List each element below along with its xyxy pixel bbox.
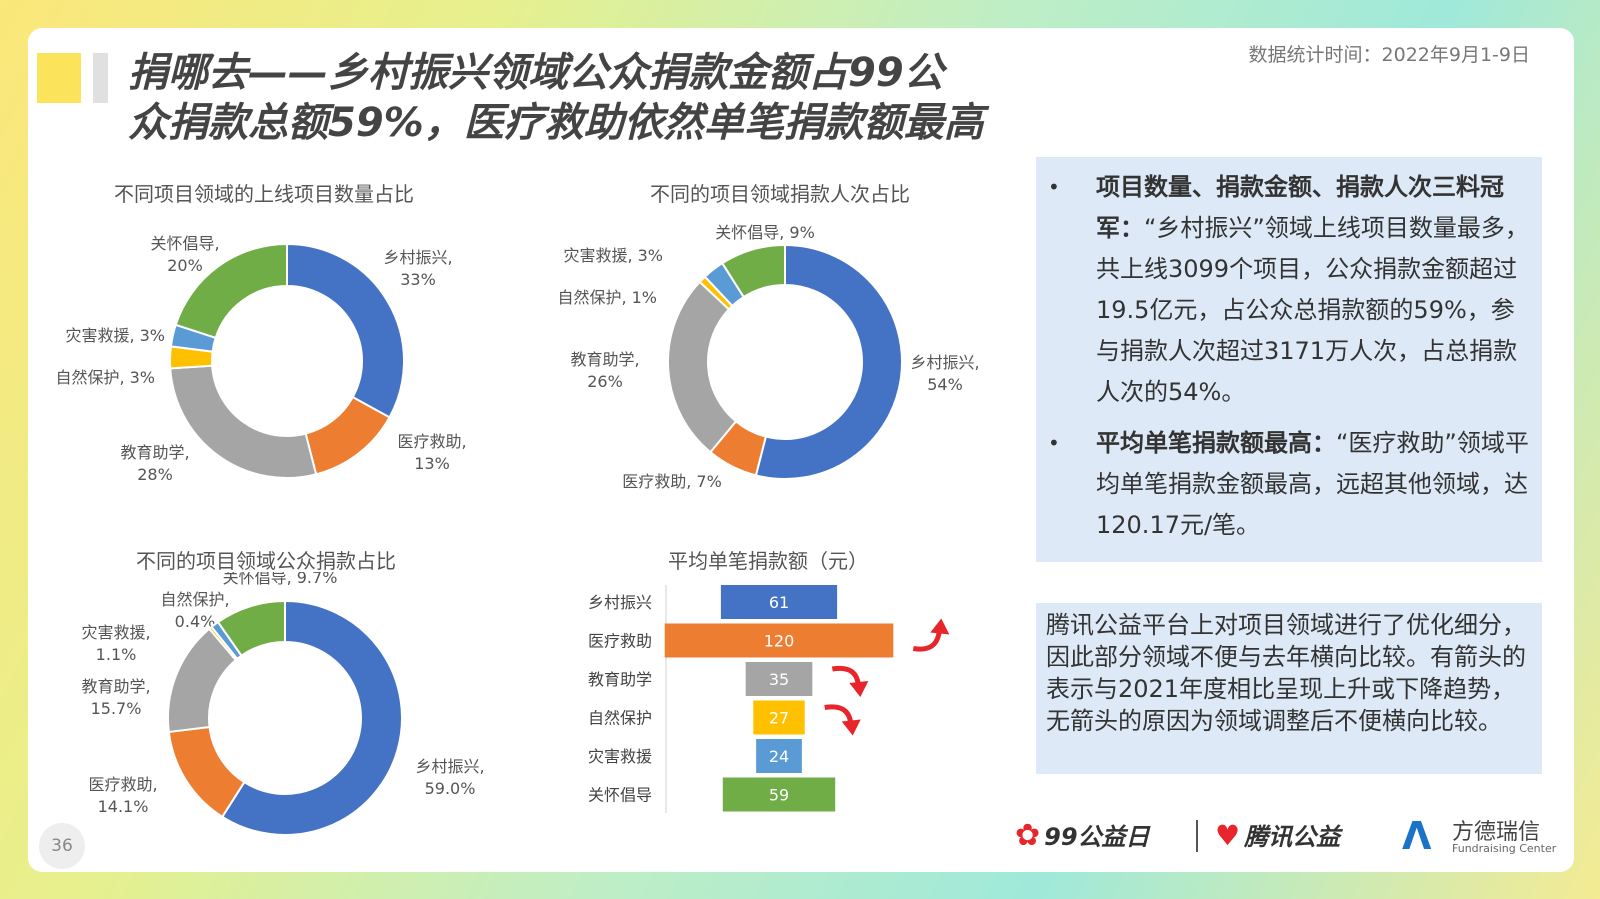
- bar-value-2: 120: [764, 632, 795, 651]
- note-panel: 腾讯公益平台上对项目领域进行了优化细分，因此部分领域不便与去年横向比较。有箭头的…: [1036, 603, 1542, 774]
- bar-category-6: 关怀倡导: [588, 786, 652, 805]
- donut-slice-3: [169, 364, 318, 479]
- donut-chart-donors: 乡村振兴, 54% 医疗救助, 7% 教育助学, 26% 自然保护, 1% 灾害救援, 3%…: [557, 223, 979, 491]
- bar-value-3: 35: [769, 670, 789, 689]
- donut-label-2: 医疗救助, 14.1%: [88, 775, 157, 816]
- logo-99-day: ✿ 99公益日: [1015, 817, 1150, 853]
- bar-3: [745, 662, 813, 696]
- donut-label-5: 灾害救援, 3%: [65, 326, 165, 345]
- donut-label-2: 医疗救助, 7%: [622, 472, 722, 491]
- donut-label-3: 教育助学, 26%: [570, 350, 639, 391]
- donut-slice-6: [720, 243, 786, 299]
- bar-2: [664, 623, 894, 658]
- bar-6: [722, 777, 836, 812]
- trend-down-arrow-icon: [831, 665, 869, 697]
- page-title: 捐哪去——乡村振兴领域公众捐款金额占99公 众捐款总额59%，医疗救助依然单笔捐…: [128, 48, 1088, 148]
- bar-chart-average: 61 乡村振兴 120 医疗救助 35 教育助学 27 自然保护 24 灾害救援 59 关怀倡导: [588, 585, 950, 813]
- title-accent-yellow: [37, 53, 81, 103]
- title-line-2: 众捐款总额59%，医疗救助依然单笔捐款额最高: [128, 100, 984, 146]
- donut-slice-1: [286, 242, 405, 419]
- chart-title-projects: 不同项目领域的上线项目数量占比: [114, 182, 414, 206]
- donut-label-4: 自然保护, 1%: [557, 288, 657, 307]
- finding-2: • 平均单笔捐款额最高：“医疗救助”领域平均单笔捐款金额最高，远超其他领域，达1…: [1048, 423, 1532, 546]
- bullet-dot-icon: •: [1048, 175, 1060, 199]
- donut-slice-6: [174, 242, 288, 340]
- donut-label-3: 教育助学, 28%: [120, 443, 189, 484]
- key-findings-panel: • 项目数量、捐款金额、捐款人次三料冠军：“乡村振兴”领域上线项目数量最多，共上…: [1036, 157, 1542, 562]
- bar-category-1: 乡村振兴: [588, 593, 652, 612]
- chart-title-donors: 不同的项目领域捐款人次占比: [650, 182, 910, 206]
- donut-label-1: 乡村振兴, 59.0%: [415, 757, 484, 798]
- donut-label-6: 关怀倡导, 20%: [150, 234, 219, 275]
- logo-fangde-sub: Fundraising Center: [1452, 842, 1557, 855]
- bar-value-5: 24: [769, 747, 789, 766]
- stat-time: 数据统计时间：2022年9月1-9日: [1248, 44, 1530, 66]
- heart-icon: ♥: [1215, 819, 1241, 852]
- finding-1: • 项目数量、捐款金额、捐款人次三料冠军：“乡村振兴”领域上线项目数量最多，共上…: [1048, 167, 1532, 413]
- logo-tencent-text: 腾讯公益: [1244, 823, 1341, 851]
- logo-tencent: ♥ 腾讯公益: [1215, 817, 1340, 852]
- finding-2-text: “医疗救助”领域平均单笔捐款金额最高，远超其他领域，达120.17元/笔。: [1096, 429, 1529, 539]
- footer-logos: ✿ 99公益日 ♥ 腾讯公益 Λ 方德瑞信 Fundraising Center: [1010, 812, 1570, 860]
- bar-category-5: 灾害救援: [588, 747, 652, 766]
- bar-value-6: 59: [769, 786, 789, 805]
- bar-4: [753, 700, 805, 735]
- logo-99-day-text: 99公益日: [1044, 823, 1150, 851]
- finding-1-text: “乡村振兴”领域上线项目数量最多，共上线3099个项目，公众捐款金额超过19.5…: [1096, 214, 1529, 406]
- bar-value-1: 61: [769, 593, 789, 612]
- bar-value-4: 27: [769, 709, 789, 728]
- title-line-1: 捐哪去——乡村振兴领域公众捐款金额占99公: [128, 50, 944, 96]
- chart-title-average: 平均单笔捐款额（元）: [668, 549, 868, 573]
- title-accent-gray: [93, 53, 108, 103]
- logo-fangde-name: 方德瑞信: [1452, 820, 1541, 845]
- finding-2-heading: 平均单笔捐款额最高：: [1096, 429, 1336, 457]
- donut-slice-1: [754, 243, 903, 480]
- fangde-mark-icon: Λ: [1402, 814, 1432, 858]
- chart-title-amount: 不同的项目领域公众捐款占比: [136, 549, 396, 573]
- donut-chart-amount: 乡村振兴, 59.0% 医疗救助, 14.1% 教育助学, 15.7% 自然保护, 0.4%灾…: [81, 572, 485, 836]
- bullet-dot-icon: •: [1048, 431, 1060, 455]
- bar-category-2: 医疗救助: [588, 632, 652, 651]
- trend-down-arrow-icon: [824, 704, 861, 736]
- donut-label-6: 关怀倡导, 9%: [715, 223, 815, 242]
- trend-up-arrow-icon: [912, 618, 950, 652]
- donut-label-4: 自然保护, 0.4%: [160, 590, 229, 631]
- donut-label-6: 关怀倡导, 9.7%: [223, 572, 338, 587]
- donut-label-1: 乡村振兴, 54%: [910, 353, 979, 394]
- donut-label-5: 灾害救援, 1.1%: [81, 623, 150, 664]
- bar-1: [720, 585, 838, 619]
- donut-chart-projects: 乡村振兴, 33% 医疗救助, 13% 教育助学, 28% 自然保护, 3% 灾害救援, 3%…: [55, 234, 466, 484]
- donut-label-2: 医疗救助, 13%: [397, 432, 466, 473]
- donut-label-3: 教育助学, 15.7%: [81, 677, 150, 718]
- donut-label-5: 灾害救援, 3%: [563, 246, 663, 265]
- finding-1-heading: 项目数量、捐款金额、捐款人次三料冠军：: [1096, 173, 1504, 242]
- logo-divider: [1196, 820, 1198, 852]
- bar-5: [756, 739, 802, 773]
- donut-slice-6: [216, 599, 286, 658]
- flower-icon: ✿: [1015, 818, 1041, 853]
- donut-slice-1: [220, 599, 403, 836]
- donut-label-4: 自然保护, 3%: [55, 368, 155, 387]
- donut-label-1: 乡村振兴, 33%: [383, 248, 452, 289]
- bar-category-4: 自然保护: [588, 709, 652, 728]
- page-number: 36: [39, 823, 85, 869]
- bar-category-3: 教育助学: [588, 670, 652, 689]
